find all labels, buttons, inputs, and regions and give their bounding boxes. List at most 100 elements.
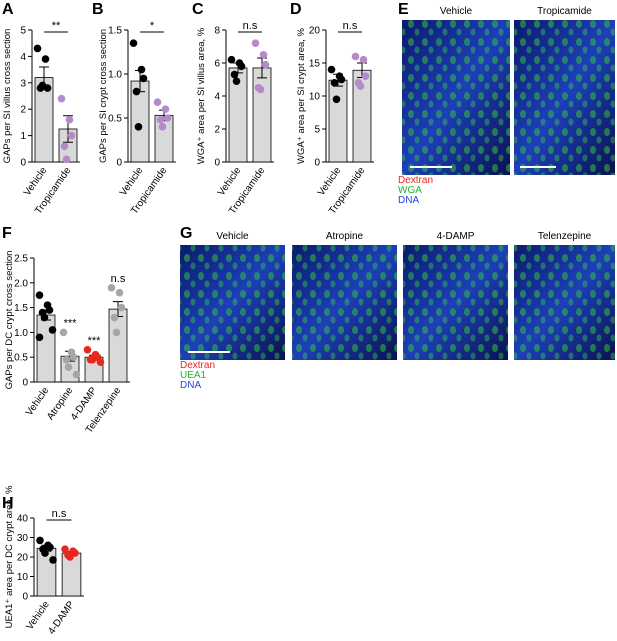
y-tick-label: 0: [22, 378, 28, 389]
y-tick-label: 40: [17, 514, 29, 525]
bar: [328, 79, 348, 163]
legend-label: Dextran: [398, 175, 433, 186]
data-point: [256, 85, 265, 94]
legend-label: WGA: [398, 185, 422, 196]
data-point: [33, 44, 42, 53]
data-point: [158, 123, 167, 131]
y-tick-label: 1.0: [108, 70, 122, 81]
image-title: Vehicle: [216, 231, 249, 242]
data-point: [64, 363, 73, 371]
y-axis-label: UEA1⁺ area per DC crypt area, %: [4, 485, 15, 628]
image-title: Vehicle: [440, 6, 473, 17]
data-point: [237, 62, 246, 71]
panel-letter: D: [290, 1, 302, 18]
significance: n.s: [243, 20, 258, 32]
y-tick-label: 5: [314, 125, 320, 136]
data-point: [57, 94, 66, 103]
data-point: [66, 553, 74, 561]
bar: [154, 114, 174, 163]
data-point: [232, 77, 241, 85]
data-point: [60, 142, 69, 150]
micrograph-cells: [514, 20, 615, 175]
y-tick-label: 6: [214, 59, 220, 70]
legend-label: DNA: [180, 380, 201, 391]
micrograph-cells: [514, 245, 615, 360]
y-tick-label: 4: [20, 52, 26, 63]
data-point: [351, 52, 360, 61]
y-tick-label: 2: [214, 125, 220, 136]
y-tick-label: 10: [17, 572, 29, 583]
data-point: [61, 545, 69, 553]
image-title: 4-DAMP: [437, 231, 475, 242]
data-point: [332, 95, 341, 104]
data-point: [48, 326, 57, 334]
data-point: [115, 288, 124, 297]
panel-letter: E: [398, 1, 409, 18]
bar: [36, 314, 56, 383]
data-point: [40, 313, 49, 322]
significance: **: [52, 20, 61, 32]
y-axis-label: GAPs per SI villus cross section: [2, 29, 13, 164]
data-point: [230, 70, 239, 79]
bar: [252, 67, 272, 163]
y-tick-label: 3: [20, 78, 26, 89]
panel-letter: B: [92, 1, 104, 18]
y-axis-label: WGA⁺ area per SI villus area, %: [196, 27, 207, 164]
data-point: [361, 72, 370, 80]
data-point: [41, 55, 50, 63]
panel-letter: A: [2, 1, 14, 18]
data-point: [110, 313, 119, 322]
panel-letter: F: [2, 225, 12, 242]
data-point: [69, 353, 78, 362]
data-point: [67, 131, 76, 140]
y-tick-label: 1.5: [108, 26, 122, 37]
y-tick-label: 2.5: [14, 254, 28, 265]
y-tick-label: 4: [214, 92, 220, 103]
y-tick-label: 1.0: [14, 328, 28, 339]
data-point: [112, 328, 121, 337]
micrograph-cells: [292, 245, 397, 360]
data-point: [132, 87, 141, 96]
y-tick-label: 0.5: [14, 353, 28, 364]
significance: n.s: [52, 508, 67, 520]
y-tick-label: 10: [309, 92, 321, 103]
panel-letter: G: [180, 225, 192, 242]
significance: n.s: [343, 20, 358, 32]
y-tick-label: 20: [309, 26, 321, 37]
data-point: [156, 115, 165, 124]
data-point: [134, 123, 143, 131]
data-point: [359, 55, 368, 64]
y-axis-label: GAPs per DC crypt cross section: [4, 251, 15, 390]
data-point: [129, 39, 138, 47]
image-title: Atropine: [326, 231, 364, 242]
data-point: [83, 345, 92, 354]
y-axis-label: WGA⁺ area per SI crypt area, %: [296, 27, 307, 164]
data-point: [139, 74, 148, 83]
data-point: [41, 549, 49, 557]
data-point: [227, 55, 236, 64]
y-tick-label: 0: [116, 158, 122, 169]
data-point: [36, 536, 44, 545]
data-point: [45, 306, 54, 314]
data-point: [327, 65, 336, 74]
y-tick-label: 0.5: [108, 114, 122, 125]
legend-label: UEA1: [180, 370, 207, 381]
data-point: [49, 556, 57, 564]
significance: ***: [64, 317, 78, 329]
y-tick-label: 0: [314, 158, 320, 169]
y-tick-label: 1: [20, 131, 26, 142]
y-tick-label: 0: [20, 158, 26, 169]
y-axis-label: GAPs per SI crypt cross section: [98, 29, 109, 163]
image-title: Telenzepine: [538, 231, 592, 242]
data-point: [330, 79, 339, 87]
data-point: [38, 81, 47, 90]
data-point: [59, 328, 68, 337]
y-tick-label: 0: [214, 158, 220, 169]
y-tick-label: 1.5: [14, 303, 28, 314]
data-point: [72, 370, 81, 379]
image-title: Tropicamide: [537, 6, 592, 17]
data-point: [62, 355, 71, 364]
y-tick-label: 0: [22, 592, 28, 603]
data-point: [35, 291, 44, 300]
data-point: [62, 155, 71, 164]
